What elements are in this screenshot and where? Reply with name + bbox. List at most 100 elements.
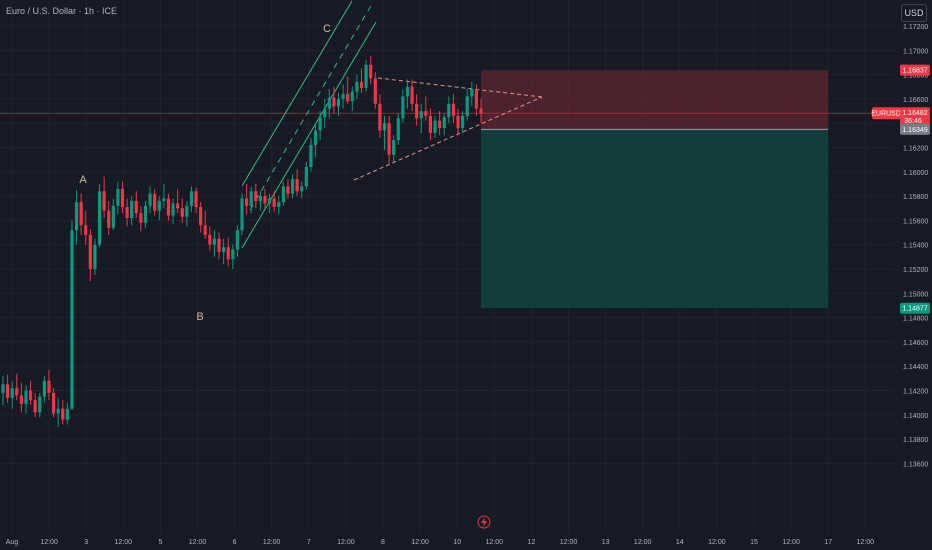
candle-body: [231, 249, 235, 260]
candle-body: [415, 103, 419, 119]
candle-body: [438, 120, 442, 129]
candle-body: [244, 198, 249, 206]
entry-price-tag: [900, 123, 930, 135]
candle-body: [93, 244, 97, 269]
price-tick-label: 1.15800: [903, 194, 928, 201]
candle-body: [217, 238, 221, 252]
candle-body: [33, 400, 37, 413]
candle-body: [323, 108, 327, 118]
candle-body: [456, 115, 460, 129]
time-tick-label: 12:00: [189, 539, 207, 546]
entry-price-label: 1.16349: [902, 127, 927, 134]
candle-body: [277, 202, 281, 208]
candle-body: [130, 200, 134, 218]
candle-body: [157, 200, 161, 211]
candle-body: [47, 380, 51, 393]
candle-body: [401, 96, 405, 119]
lightning-icon[interactable]: [477, 515, 491, 529]
candle-body: [382, 123, 387, 131]
candle-body: [180, 208, 184, 217]
candle-body: [424, 111, 428, 116]
price-tick-label: 1.14000: [903, 413, 928, 420]
candle-body: [189, 191, 194, 206]
candle-body: [281, 186, 285, 203]
candle-body: [254, 191, 258, 201]
candle-body: [350, 91, 354, 102]
price-tick-label: 1.15400: [903, 243, 928, 250]
candle-body: [396, 118, 400, 141]
candle-body: [102, 191, 106, 211]
price-tick-label: 1.15200: [903, 267, 928, 274]
time-tick-label: 12:00: [40, 539, 58, 546]
time-tick-label: 12:00: [782, 539, 800, 546]
candle-body: [336, 98, 341, 107]
candle-body: [88, 234, 92, 269]
candle-body: [465, 96, 469, 116]
currency-button[interactable]: USD: [901, 4, 927, 22]
candle-body: [171, 203, 175, 216]
candle-body: [341, 94, 345, 99]
price-tick-label: 1.16800: [903, 73, 928, 80]
candle-body: [309, 145, 313, 167]
candle-body: [461, 115, 465, 129]
candle-body: [176, 203, 180, 209]
candle-body: [313, 130, 318, 146]
price-tick-label: 1.16200: [903, 146, 928, 153]
current-price-label: 1.16482: [902, 110, 927, 117]
price-tick-label: 1.14600: [903, 340, 928, 347]
candle-body: [332, 97, 336, 107]
candle-body: [263, 196, 267, 204]
candle-body: [42, 380, 46, 397]
price-tags: 1.16837 EURUSD 1.16482 36:46 1.16349 1.1…: [871, 64, 930, 314]
channel-lower-line[interactable]: [241, 21, 377, 249]
candle-body: [258, 196, 262, 201]
price-tick-label: 1.14200: [903, 389, 928, 396]
time-tick-label: 6: [233, 539, 237, 546]
triangle-lower-line[interactable]: [353, 96, 543, 181]
candle-body: [290, 179, 295, 194]
candle-body: [392, 140, 396, 155]
candle-body: [97, 191, 102, 245]
chart-title: Euro / U.S. Dollar · 1h · ICE: [6, 6, 118, 16]
time-tick-label: 12:00: [486, 539, 504, 546]
chart-grid: [0, 0, 895, 532]
candle-body: [359, 81, 364, 88]
candle-body: [226, 247, 230, 260]
candle-body: [70, 230, 74, 409]
candle-body: [203, 225, 207, 235]
candle-body: [267, 198, 272, 204]
candle-body: [470, 89, 474, 97]
price-tick-label: 1.13600: [903, 461, 928, 468]
symbol-label: EURUSD: [871, 111, 901, 118]
candle-body: [410, 86, 414, 104]
candle-body: [387, 123, 391, 155]
price-tick-label: 1.17200: [903, 24, 928, 31]
candle-body: [199, 207, 203, 226]
stop-loss-zone[interactable]: [481, 70, 828, 130]
candle-body: [24, 390, 28, 404]
candle-body: [125, 207, 129, 218]
time-tick-label: 10: [453, 539, 461, 546]
time-tick-label: 13: [602, 539, 610, 546]
channel-mid-line[interactable]: [249, 3, 373, 211]
candle-body: [378, 103, 382, 131]
target-price-tag: [900, 302, 930, 314]
price-tick-label: 1.15000: [903, 291, 928, 298]
candle-body: [139, 213, 143, 223]
time-axis[interactable]: Aug 12:00 3 12:00 5 12:00 6 12:00 7 12:00 8 12:00 10…: [6, 539, 874, 546]
drawings[interactable]: [241, 0, 543, 249]
price-axis-bg: [895, 0, 932, 550]
time-tick-label: 15: [750, 539, 758, 546]
candle-body: [107, 210, 111, 228]
time-tick-label: 12:00: [634, 539, 652, 546]
take-profit-zone[interactable]: [481, 129, 828, 309]
candle-body: [5, 384, 10, 398]
wave-label-c: C: [323, 23, 331, 35]
price-tick-label: 1.16600: [903, 97, 928, 104]
candle-body: [428, 115, 433, 133]
time-tick-label: 12:00: [115, 539, 133, 546]
candle-body: [51, 392, 56, 414]
channel-upper-line[interactable]: [241, 0, 353, 187]
price-tick-label: 1.15600: [903, 218, 928, 225]
